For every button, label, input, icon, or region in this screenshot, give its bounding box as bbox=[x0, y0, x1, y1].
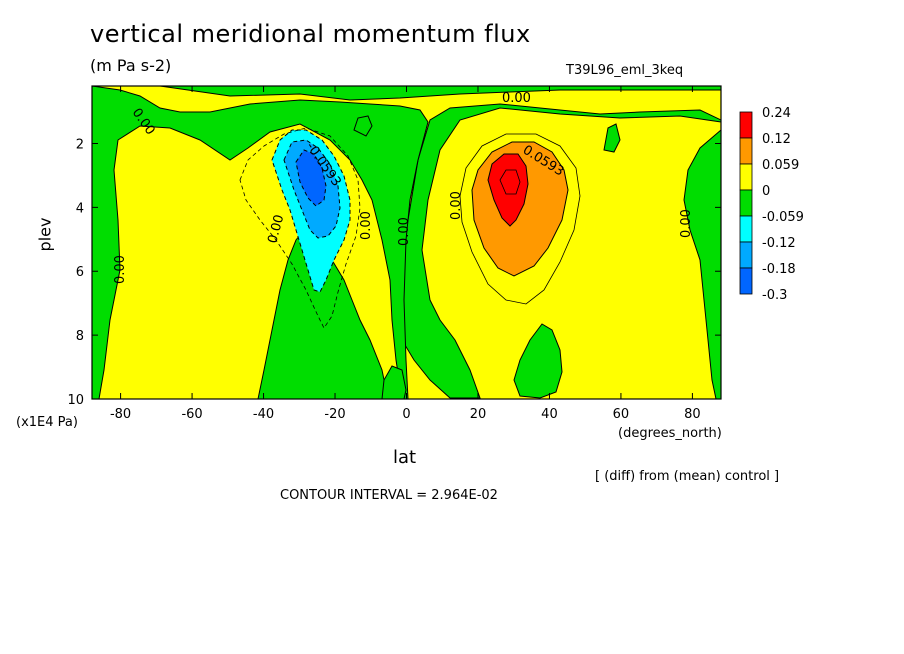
contour-line-positive-outer bbox=[459, 133, 581, 305]
colorbar-label: 0.12 bbox=[762, 132, 791, 147]
colorbar-swatch bbox=[739, 215, 753, 243]
colorbar-label: -0.059 bbox=[762, 210, 804, 225]
contour-label: 0.00 bbox=[502, 91, 531, 106]
chart-units: (m Pa s-2) bbox=[90, 56, 172, 75]
x-axis-unit: (degrees_north) bbox=[618, 426, 722, 441]
contour-line-positive-inner bbox=[499, 169, 521, 195]
contour-label: 0.00 bbox=[679, 209, 694, 238]
green-region-left bbox=[92, 86, 429, 399]
run-name: T39L96_eml_3keq bbox=[566, 63, 684, 78]
green-region-lower-right-patch bbox=[513, 323, 563, 399]
colorbar-label: 0.059 bbox=[762, 158, 799, 173]
x-tick-label: -80 bbox=[110, 407, 131, 422]
green-region-small-patch bbox=[353, 115, 373, 137]
colorbar: 0.24 0.12 0.059 0 -0.059 -0.12 -0.18 -0.3 bbox=[739, 106, 804, 303]
x-tick-label: 80 bbox=[684, 407, 701, 422]
green-region-right-edge bbox=[683, 129, 721, 399]
colorbar-swatch bbox=[739, 189, 753, 217]
y-tick-label: 2 bbox=[76, 137, 84, 152]
chart-title: vertical meridional momentum flux bbox=[90, 20, 531, 48]
y-tick-label: 8 bbox=[76, 329, 84, 344]
contour-interval: CONTOUR INTERVAL = 2.964E-02 bbox=[280, 488, 498, 503]
blue-region-southern-cell bbox=[295, 149, 327, 207]
difference-note: [ (diff) from (mean) control ] bbox=[595, 469, 780, 484]
colorbar-swatch bbox=[739, 111, 753, 139]
x-tick-label: 0 bbox=[402, 407, 410, 422]
contour-label: 0.00 bbox=[449, 191, 464, 220]
contour-label: 0.00 bbox=[359, 211, 374, 240]
contour-line-negative-outer bbox=[239, 127, 361, 329]
colorbar-label: 0.24 bbox=[762, 106, 791, 121]
y-tick-label: 4 bbox=[76, 201, 84, 216]
colorbar-swatch bbox=[739, 241, 753, 269]
contour-label: 0.00 bbox=[397, 217, 412, 246]
contour-field bbox=[92, 86, 721, 399]
contour-label: 0.00 bbox=[265, 213, 287, 245]
x-tick-label: 60 bbox=[613, 407, 630, 422]
y-axis-unit: (x1E4 Pa) bbox=[16, 415, 78, 430]
green-region-small-patch-2 bbox=[603, 123, 621, 153]
colorbar-label: 0 bbox=[762, 184, 770, 199]
colorbar-swatch bbox=[739, 137, 753, 165]
green-region-bottom-left bbox=[381, 365, 407, 399]
colorbar-label: -0.3 bbox=[762, 288, 787, 303]
red-region-northern-cell bbox=[487, 153, 529, 227]
contour-label: 0.00 bbox=[113, 255, 128, 284]
y-axis-ticks: 2 4 6 8 10 bbox=[67, 137, 721, 408]
x-axis-ticks: -80 -60 -40 -20 0 20 40 60 80 bbox=[110, 86, 701, 422]
x-tick-label: -20 bbox=[324, 407, 345, 422]
colorbar-swatch bbox=[739, 267, 753, 295]
x-axis-label: lat bbox=[393, 447, 417, 468]
x-tick-label: -40 bbox=[253, 407, 274, 422]
y-tick-label: 6 bbox=[76, 265, 84, 280]
colorbar-label: -0.12 bbox=[762, 236, 796, 251]
colorbar-label: -0.18 bbox=[762, 262, 796, 277]
y-tick-label: 10 bbox=[67, 393, 84, 408]
colorbar-swatch bbox=[739, 163, 753, 191]
x-tick-label: 20 bbox=[470, 407, 487, 422]
x-tick-label: 40 bbox=[541, 407, 558, 422]
x-tick-label: -60 bbox=[181, 407, 202, 422]
